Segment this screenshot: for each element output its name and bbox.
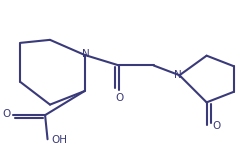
Text: N: N: [174, 70, 182, 80]
Text: N: N: [82, 49, 90, 59]
Text: OH: OH: [51, 135, 67, 145]
Text: O: O: [3, 109, 11, 119]
Text: O: O: [115, 93, 123, 103]
Text: O: O: [212, 121, 221, 131]
